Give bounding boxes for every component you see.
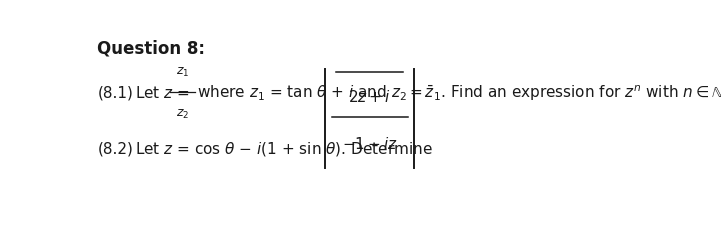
- Text: $z_1$: $z_1$: [176, 65, 189, 79]
- Text: $2z + i$: $2z + i$: [348, 88, 391, 104]
- Text: Let $z$ =: Let $z$ =: [135, 85, 190, 101]
- Text: (8.1): (8.1): [97, 85, 133, 100]
- Text: Let $z$ = cos $\theta$ $-$ $i$(1 + sin $\theta$). Determine: Let $z$ = cos $\theta$ $-$ $i$(1 + sin $…: [135, 139, 433, 157]
- Text: $-1 - iz$: $-1 - iz$: [342, 135, 397, 151]
- Text: Question 8:: Question 8:: [97, 39, 205, 57]
- Text: (8.2): (8.2): [97, 141, 133, 156]
- Text: where $z_1$ = tan $\theta$ + $i$ and $z_2 = \bar{z}_1$. Find an expression for $: where $z_1$ = tan $\theta$ + $i$ and $z_…: [198, 83, 721, 103]
- Text: $z_2$: $z_2$: [176, 107, 189, 120]
